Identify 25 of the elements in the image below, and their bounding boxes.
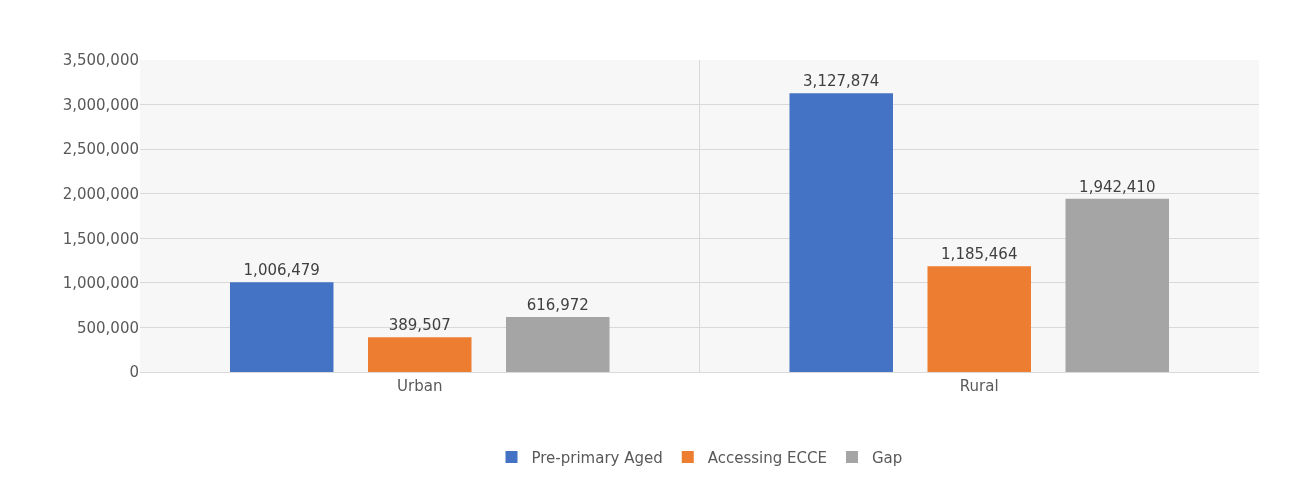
data-label: 1,185,464	[941, 245, 1018, 264]
data-label: 1,942,410	[1079, 177, 1156, 196]
data-label: 389,507	[388, 316, 451, 335]
bar	[789, 93, 893, 372]
bar	[1065, 198, 1170, 372]
legend-label: Gap	[871, 448, 903, 467]
data-label: 1,006,479	[243, 261, 320, 280]
bar	[927, 266, 1031, 372]
y-tick-label: 0	[129, 363, 139, 382]
y-tick-label: 3,500,000	[62, 51, 139, 70]
y-tick-label: 500,000	[76, 318, 139, 337]
legend-label: Pre-primary Aged	[531, 448, 663, 467]
y-tick-label: 3,000,000	[62, 95, 139, 114]
legend-label: Accessing ECCE	[707, 448, 827, 467]
data-label: 3,127,874	[803, 72, 880, 91]
x-tick-label: Rural	[959, 377, 999, 395]
y-tick-label: 2,000,000	[62, 184, 139, 203]
bar	[368, 337, 472, 372]
bar	[229, 282, 334, 372]
data-label: 616,972	[526, 296, 589, 314]
x-tick-label: Urban	[397, 377, 443, 395]
y-tick-label: 1,000,000	[62, 274, 139, 293]
y-tick-label: 2,500,000	[62, 140, 139, 159]
bar	[506, 317, 610, 372]
y-tick-label: 1,500,000	[62, 229, 139, 248]
